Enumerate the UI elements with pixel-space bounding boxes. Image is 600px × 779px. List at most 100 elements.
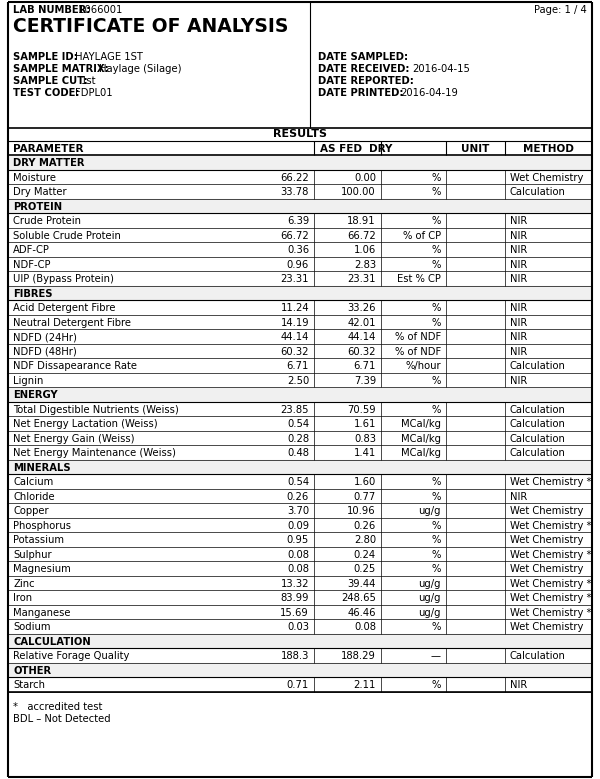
Text: 23.31: 23.31 [347, 274, 376, 284]
Text: % of NDF: % of NDF [395, 333, 441, 342]
Text: %: % [431, 535, 441, 545]
Polygon shape [8, 128, 592, 141]
Text: DRY: DRY [369, 144, 392, 154]
Text: 100.00: 100.00 [341, 187, 376, 197]
Text: Zinc: Zinc [13, 579, 35, 589]
Text: 0.83: 0.83 [354, 434, 376, 444]
Text: Moisture: Moisture [13, 173, 56, 183]
Text: NIR: NIR [510, 347, 527, 357]
Text: 188.29: 188.29 [341, 651, 376, 661]
Text: 1st: 1st [81, 76, 97, 86]
Text: 44.14: 44.14 [281, 333, 309, 342]
Text: Wet Chemistry *: Wet Chemistry * [510, 478, 592, 487]
Text: PROTEIN: PROTEIN [13, 202, 62, 212]
Text: NIR: NIR [510, 492, 527, 502]
Text: 60.32: 60.32 [347, 347, 376, 357]
Text: 0.25: 0.25 [354, 564, 376, 574]
Text: Calculation: Calculation [510, 187, 566, 197]
Text: 0.26: 0.26 [287, 492, 309, 502]
Text: 13.32: 13.32 [281, 579, 309, 589]
Text: Potassium: Potassium [13, 535, 64, 545]
Text: ug/g: ug/g [419, 506, 441, 516]
Polygon shape [9, 199, 591, 213]
Text: Dry Matter: Dry Matter [13, 187, 67, 197]
Text: 1066001: 1066001 [75, 5, 122, 15]
Text: 188.3: 188.3 [281, 651, 309, 661]
Text: %: % [431, 375, 441, 386]
Text: FDPL01: FDPL01 [75, 88, 113, 98]
Text: 60.32: 60.32 [281, 347, 309, 357]
Text: %: % [431, 245, 441, 256]
Text: 0.09: 0.09 [287, 520, 309, 530]
Text: 2.83: 2.83 [354, 259, 376, 270]
Text: SAMPLE CUT:: SAMPLE CUT: [13, 76, 91, 86]
Text: Lignin: Lignin [13, 375, 43, 386]
Text: CERTIFICATE OF ANALYSIS: CERTIFICATE OF ANALYSIS [13, 17, 289, 36]
Text: 0.95: 0.95 [287, 535, 309, 545]
Polygon shape [9, 634, 591, 647]
Text: MCal/kg: MCal/kg [401, 434, 441, 444]
Text: LAB NUMBER:: LAB NUMBER: [13, 5, 91, 15]
Text: NIR: NIR [510, 259, 527, 270]
Text: SAMPLE ID:: SAMPLE ID: [13, 52, 81, 62]
Text: Wet Chemistry *: Wet Chemistry * [510, 550, 592, 560]
Text: %: % [431, 550, 441, 560]
Text: Wet Chemistry *: Wet Chemistry * [510, 579, 592, 589]
Text: Phosphorus: Phosphorus [13, 520, 71, 530]
Text: Net Energy Lactation (Weiss): Net Energy Lactation (Weiss) [13, 419, 158, 429]
Text: 2.11: 2.11 [353, 680, 376, 690]
Polygon shape [9, 460, 591, 474]
Polygon shape [9, 156, 591, 169]
Text: *   accredited test: * accredited test [13, 702, 103, 711]
Text: Wet Chemistry *: Wet Chemistry * [510, 608, 592, 618]
Text: %/hour: %/hour [406, 361, 441, 372]
Text: OTHER: OTHER [13, 666, 51, 675]
Text: Est % CP: Est % CP [397, 274, 441, 284]
Text: NIR: NIR [510, 274, 527, 284]
Text: 70.59: 70.59 [347, 405, 376, 414]
Text: UNIT: UNIT [461, 144, 490, 154]
Text: 33.78: 33.78 [281, 187, 309, 197]
Text: 1.61: 1.61 [353, 419, 376, 429]
Text: %: % [431, 680, 441, 690]
Text: % of NDF: % of NDF [395, 347, 441, 357]
Text: %: % [431, 622, 441, 633]
Text: 2016-04-15: 2016-04-15 [412, 64, 470, 74]
Text: 66.72: 66.72 [347, 231, 376, 241]
Text: 46.46: 46.46 [347, 608, 376, 618]
Text: Net Energy Gain (Weiss): Net Energy Gain (Weiss) [13, 434, 134, 444]
Text: Soluble Crude Protein: Soluble Crude Protein [13, 231, 121, 241]
Text: ADF-CP: ADF-CP [13, 245, 50, 256]
Text: RESULTS: RESULTS [273, 129, 327, 139]
Text: Calculation: Calculation [510, 651, 566, 661]
Text: Calcium: Calcium [13, 478, 53, 487]
Text: 1.60: 1.60 [354, 478, 376, 487]
Text: NIR: NIR [510, 375, 527, 386]
Text: 1.41: 1.41 [354, 448, 376, 458]
Text: NDFD (24Hr): NDFD (24Hr) [13, 333, 77, 342]
Text: Net Energy Maintenance (Weiss): Net Energy Maintenance (Weiss) [13, 448, 176, 458]
Text: 0.48: 0.48 [287, 448, 309, 458]
Text: 14.19: 14.19 [280, 318, 309, 328]
Text: NIR: NIR [510, 245, 527, 256]
Text: %: % [431, 492, 441, 502]
Text: SAMPLE MATRIX:: SAMPLE MATRIX: [13, 64, 112, 74]
Text: Haylage (Silage): Haylage (Silage) [99, 64, 182, 74]
Text: AS FED: AS FED [320, 144, 362, 154]
Text: 0.96: 0.96 [287, 259, 309, 270]
Text: MCal/kg: MCal/kg [401, 419, 441, 429]
Text: UIP (Bypass Protein): UIP (Bypass Protein) [13, 274, 114, 284]
Text: 2.80: 2.80 [354, 535, 376, 545]
Text: HAYLAGE 1ST: HAYLAGE 1ST [75, 52, 143, 62]
Text: NIR: NIR [510, 217, 527, 226]
Text: %: % [431, 520, 441, 530]
Text: Calculation: Calculation [510, 448, 566, 458]
Text: Copper: Copper [13, 506, 49, 516]
Text: NIR: NIR [510, 303, 527, 313]
Text: 0.77: 0.77 [354, 492, 376, 502]
Text: Manganese: Manganese [13, 608, 71, 618]
Text: —: — [431, 651, 441, 661]
Text: PARAMETER: PARAMETER [13, 144, 83, 154]
Text: 1.06: 1.06 [354, 245, 376, 256]
Text: ENERGY: ENERGY [13, 390, 58, 400]
